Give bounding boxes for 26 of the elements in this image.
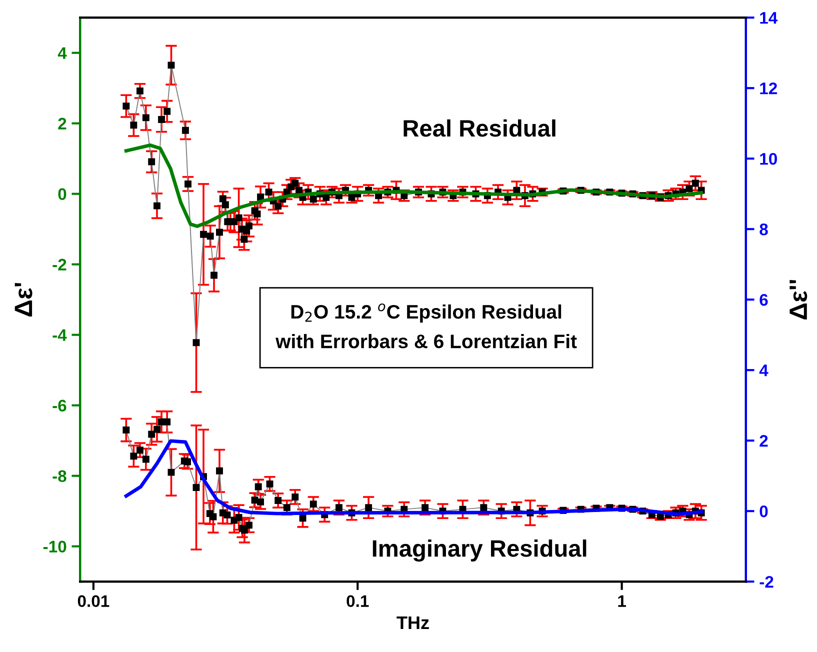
x-tick-label: 0.01	[78, 595, 110, 608]
y-tick-label: 4	[58, 47, 67, 59]
x-tick-label: 1	[618, 595, 626, 607]
x-tick-label: 0.1	[346, 595, 369, 608]
y-tick-label: -4	[52, 329, 67, 341]
y2-tick-label: 6	[760, 294, 768, 306]
y-tick-label: -8	[52, 470, 66, 482]
y2-tick-label: 12	[760, 82, 777, 94]
annotation: Imaginary Residual	[372, 540, 586, 562]
y-tick-label: 0	[58, 188, 66, 200]
y2-tick-label: 0	[760, 505, 768, 518]
y2-axis-title: Δε''	[790, 280, 808, 320]
x-axis-title: THz	[396, 616, 429, 629]
y-tick-label: 2	[58, 118, 66, 130]
annotation: D$_{2}$O 15.2 $^{o}$C Epsilon Residual with Errorbars & 6 Lorentzian Fit	[276, 303, 577, 348]
y2-tick-label: 4	[759, 364, 768, 376]
annotation: Real Residual	[404, 119, 556, 137]
y-axis-title: Δε'	[14, 283, 32, 316]
y2-tick-label: 14	[760, 12, 778, 24]
y2-tick-label: 10	[760, 153, 777, 165]
y2-tick-label: 8	[760, 224, 768, 236]
y-tick-label: -10	[43, 540, 66, 553]
y2-tick-label: -2	[760, 576, 774, 588]
y-tick-label: -2	[52, 258, 66, 270]
y2-tick-label: 2	[760, 434, 768, 447]
y-tick-label: -6	[52, 400, 66, 412]
